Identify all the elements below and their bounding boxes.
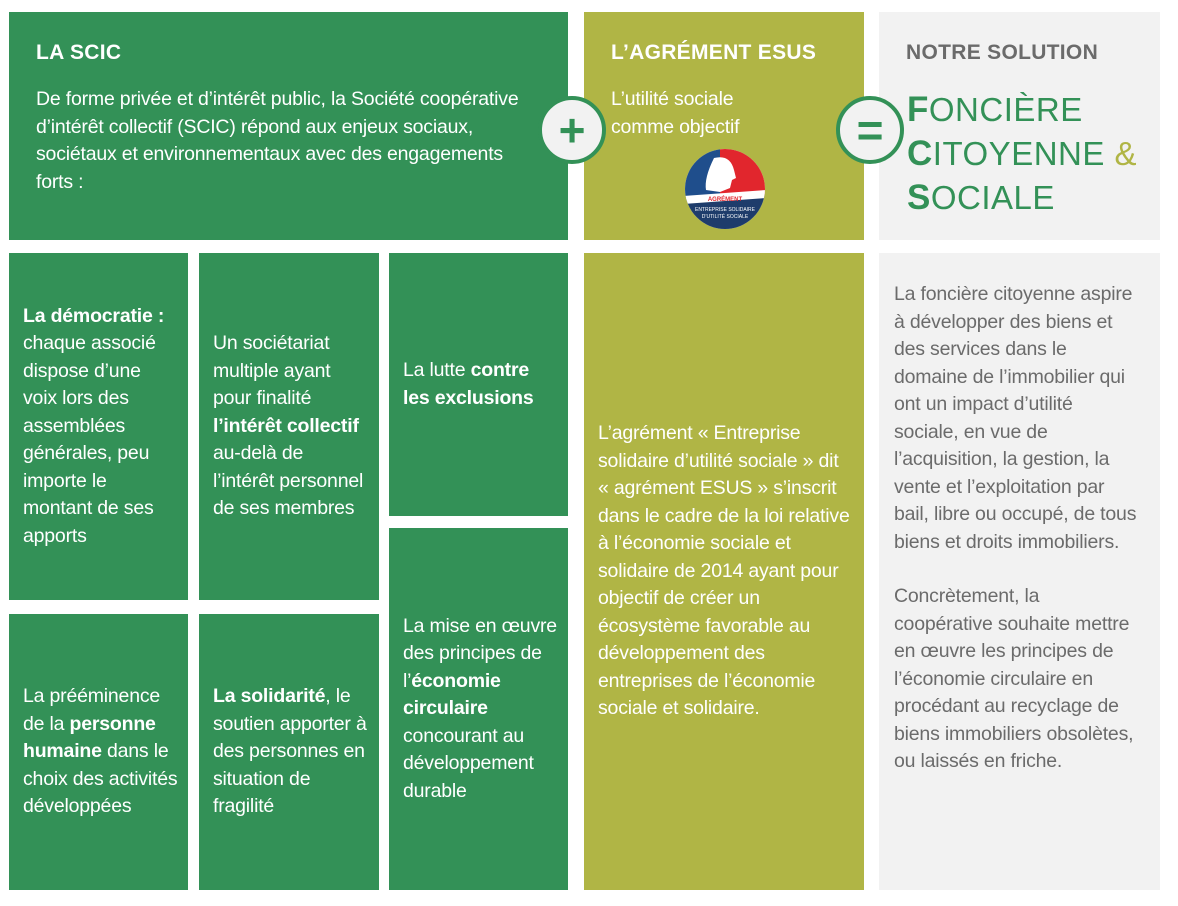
card-democratie: La démocratie : chaque associé dispose d…: [9, 253, 188, 600]
card-bold: personne humaine: [23, 712, 156, 763]
initial-f: F: [907, 90, 929, 129]
solution-word-fonciere: ONCIÈRE: [928, 91, 1083, 128]
card-societariat: Un sociétariat multiple ayant pour final…: [199, 253, 379, 600]
svg-text:D’UTILITÉ SOCIALE: D’UTILITÉ SOCIALE: [702, 213, 749, 220]
esus-body-panel: L’agrément « Entreprise solidaire d’util…: [584, 253, 864, 890]
solution-body-text-2: Concrètement, la coopérative souhaite me…: [894, 585, 1134, 772]
card-text: concourant au développement durable: [403, 724, 534, 802]
card-text: La mise en œuvre des principes de l’: [403, 614, 557, 692]
card-text: chaque associé dispose d’une voix lors d…: [23, 332, 156, 547]
solution-word-citoyenne: ITOYENNE: [932, 135, 1105, 172]
card-bold: économie circulaire: [403, 669, 501, 720]
svg-text:ENTREPRISE SOLIDAIRE: ENTREPRISE SOLIDAIRE: [695, 207, 756, 213]
card-exclusions: La lutte contre les exclusions: [389, 253, 568, 516]
card-bold: l’intérêt collectif: [213, 414, 359, 437]
card-personne-humaine: La prééminence de la personne humaine da…: [9, 614, 188, 890]
solution-title: NOTRE SOLUTION: [906, 41, 1099, 64]
equals-icon: =: [836, 96, 904, 164]
card-text: , le soutien apporter à des personnes en…: [213, 685, 367, 818]
card-text: La lutte: [403, 359, 471, 381]
solution-body-text-1: La foncière citoyenne aspire à développe…: [894, 283, 1137, 553]
esus-header-panel: L’AGRÉMENT ESUS L’utilité sociale comme …: [584, 12, 864, 240]
scic-description: De forme privée et d’intérêt public, la …: [36, 88, 519, 193]
esus-subtitle: L’utilité sociale comme objectif: [611, 88, 740, 138]
plus-icon: +: [538, 96, 606, 164]
card-economie-circulaire: La mise en œuvre des principes de l’écon…: [389, 528, 568, 890]
card-text: dans le choix des activités développées: [23, 740, 178, 818]
card-solidarite: La solidarité, le soutien apporter à des…: [199, 614, 379, 890]
svg-text:AGRÉMENT: AGRÉMENT: [708, 195, 743, 203]
initial-c: C: [907, 134, 933, 173]
initial-s: S: [907, 178, 931, 217]
solution-header-panel: NOTRE SOLUTION: [879, 12, 1160, 240]
card-text: La prééminence de la: [23, 685, 161, 735]
scic-title: LA SCIC: [36, 41, 122, 64]
esus-agrement-logo: AGRÉMENT ENTREPRISE SOLIDAIRE D’UTILITÉ …: [685, 149, 765, 229]
esus-body-text: L’agrément « Entreprise solidaire d’util…: [598, 422, 850, 720]
card-bold: La solidarité: [213, 685, 326, 708]
solution-name: FONCIÈRE CITOYENNE & SOCIALE: [907, 88, 1137, 220]
solution-word-sociale: OCIALE: [930, 179, 1055, 216]
scic-header-panel: LA SCIC De forme privée et d’intérêt pub…: [9, 12, 568, 240]
ampersand: &: [1114, 135, 1138, 172]
card-bold: La démocratie :: [23, 304, 165, 327]
esus-title: L’AGRÉMENT ESUS: [611, 41, 817, 64]
card-text: au-delà de l’intérêt personnel de ses me…: [213, 442, 364, 520]
solution-body-panel: La foncière citoyenne aspire à développe…: [879, 253, 1160, 890]
card-text: Un sociétariat multiple ayant pour final…: [213, 332, 331, 410]
card-bold: contre les exclusions: [403, 359, 534, 409]
